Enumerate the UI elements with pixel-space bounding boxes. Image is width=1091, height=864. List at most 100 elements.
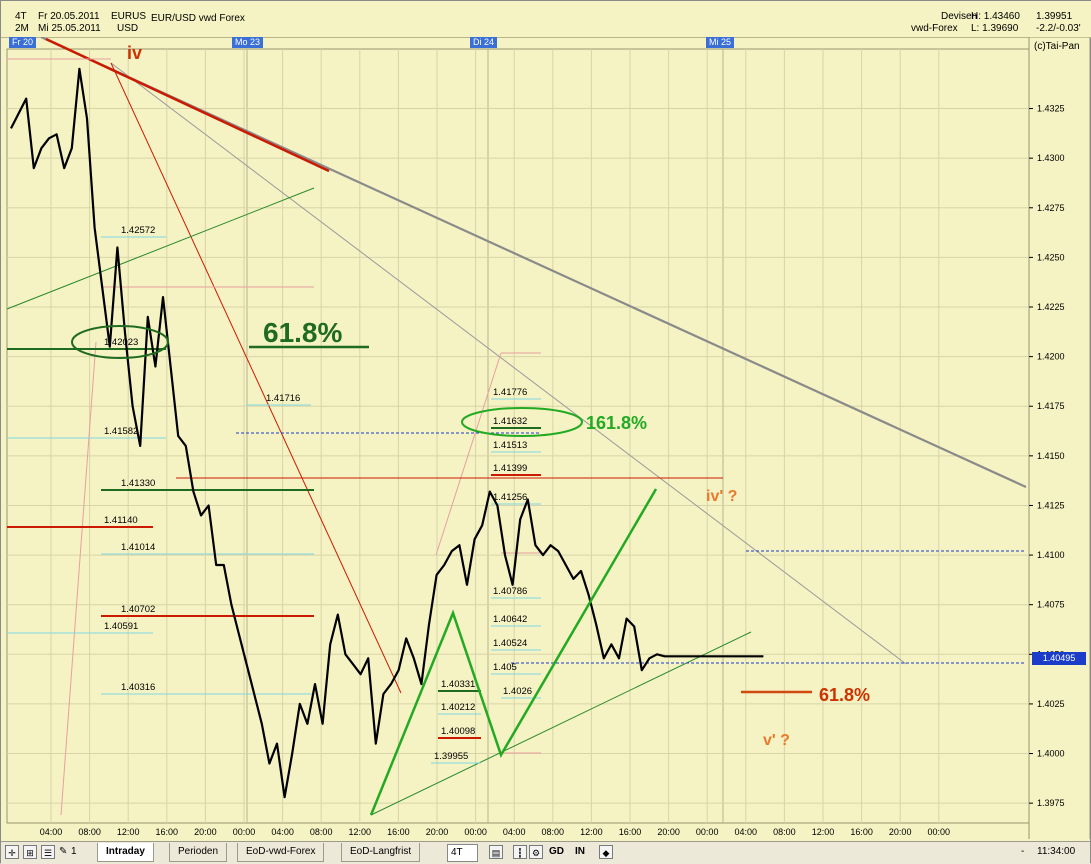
fib-level-label: 1.4026 <box>503 686 532 697</box>
x-tick-label: 16:00 <box>850 827 873 837</box>
y-tick-label: 1.4250 <box>1037 252 1065 262</box>
fib-ellipse-left <box>71 325 169 359</box>
y-tick-label: 1.4100 <box>1037 550 1065 560</box>
date-from: Fr 20.05.2011 <box>38 11 100 22</box>
bottom-toolbar: ✛ ⊞ ☰ ✎ 1 Intraday Perioden EoD-vwd-Fore… <box>1 841 1090 864</box>
annotation-label: 61.8% <box>263 317 342 348</box>
x-tick-label: 20:00 <box>657 827 680 837</box>
high-value: H: 1.43460 <box>971 11 1020 22</box>
list-icon[interactable]: ☰ <box>41 845 55 859</box>
x-tick-label: 04:00 <box>271 827 294 837</box>
fib-level-label: 1.40316 <box>121 682 155 693</box>
fib-level-label: 1.41632 <box>493 416 527 427</box>
source-line1: Devisen <box>941 11 978 22</box>
annotation-label: v' ? <box>763 732 790 749</box>
y-tick-label: 1.3975 <box>1037 798 1065 808</box>
one-button[interactable]: 1 <box>71 846 77 857</box>
x-tick-label: 00:00 <box>696 827 719 837</box>
in-button[interactable]: IN <box>575 846 585 857</box>
annotation-label: 161.8% <box>586 413 647 433</box>
tab-perioden[interactable]: Perioden <box>169 843 228 862</box>
y-tick-label: 1.4000 <box>1037 749 1065 759</box>
fib-level-label: 1.405 <box>493 662 517 673</box>
fib-level-label: 1.41014 <box>121 542 155 553</box>
candle-icon[interactable]: ┇ <box>513 845 527 859</box>
y-tick-label: 1.4125 <box>1037 500 1065 510</box>
pen-icon[interactable]: ✎ <box>59 846 68 857</box>
time-dash: - <box>1021 846 1025 857</box>
x-tick-label: 08:00 <box>78 827 101 837</box>
tab-intraday[interactable]: Intraday <box>97 843 154 862</box>
symbol-line1: EURUS <box>111 11 147 22</box>
y-axis-panel <box>1028 37 1090 839</box>
y-tick-label: 1.4025 <box>1037 699 1065 709</box>
minor-trendline <box>110 62 907 665</box>
x-tick-label: 08:00 <box>542 827 565 837</box>
x-tick-label: 20:00 <box>194 827 217 837</box>
x-tick-label: 12:00 <box>117 827 140 837</box>
crosshair-icon[interactable]: ✛ <box>5 845 19 859</box>
pink-fib-line-2 <box>435 352 502 556</box>
red-trendline <box>45 37 330 173</box>
symbol-line2: USD <box>117 23 139 34</box>
fib-level-label: 1.40331 <box>441 679 475 690</box>
tab-eod-langfrist[interactable]: EoD-Langfrist <box>341 843 421 862</box>
chart-type-icon[interactable]: ▤ <box>489 845 503 859</box>
fib-level-label: 1.42023 <box>104 337 138 348</box>
annotation-label: iv <box>127 43 142 63</box>
x-tick-label: 04:00 <box>503 827 526 837</box>
x-tick-label: 20:00 <box>889 827 912 837</box>
x-tick-label: 08:00 <box>773 827 796 837</box>
fib-level-label: 1.41399 <box>493 463 527 474</box>
x-tick-label: 00:00 <box>464 827 487 837</box>
last-value: 1.39951 <box>1036 11 1073 22</box>
y-tick-label: 1.4275 <box>1037 203 1065 213</box>
x-tick-label: 04:00 <box>40 827 63 837</box>
grid-icon[interactable]: ⊞ <box>23 845 37 859</box>
x-tick-label: 12:00 <box>812 827 835 837</box>
y-tick-label: 1.4300 <box>1037 153 1065 163</box>
fib-level-label: 1.39955 <box>434 751 468 762</box>
y-tick-label: 1.4325 <box>1037 104 1065 114</box>
color-icon[interactable]: ◆ <box>599 845 613 859</box>
change-value: -2.2/-0.03' <box>1036 23 1081 34</box>
x-tick-label: 12:00 <box>349 827 372 837</box>
source-line2: vwd-Forex <box>911 23 958 34</box>
fib-level-label: 1.41513 <box>493 440 527 451</box>
low-value: L: 1.39690 <box>971 23 1019 34</box>
copyright-label: (c)Tai-Pan <box>1034 41 1080 52</box>
fib-level-label: 1.40786 <box>493 586 527 597</box>
cursor-price-badge: 1.40495 <box>1032 652 1086 665</box>
x-tick-label: 08:00 <box>310 827 333 837</box>
fib-level-label: 1.40591 <box>104 621 138 632</box>
green-channel-upper <box>6 187 315 310</box>
fib-level-label: 1.40702 <box>121 604 155 615</box>
settings-icon[interactable]: ⚙ <box>529 845 543 859</box>
y-tick-label: 1.4225 <box>1037 302 1065 312</box>
x-tick-label: 12:00 <box>580 827 603 837</box>
fib-level-label: 1.40524 <box>493 638 527 649</box>
pink-fib-line <box>60 341 97 816</box>
period-select[interactable]: 4T <box>447 844 478 862</box>
chart-header: 4T 2M Fr 20.05.2011 Mi 25.05.2011 EURUS … <box>1 1 1091 38</box>
x-tick-label: 00:00 <box>928 827 951 837</box>
date-to: Mi 25.05.2011 <box>38 23 101 34</box>
red-wave-line <box>110 62 402 694</box>
fib-level-label: 1.42572 <box>121 225 155 236</box>
tab-eod-vwd-forex[interactable]: EoD-vwd-Forex <box>237 843 325 862</box>
x-tick-label: 16:00 <box>387 827 410 837</box>
x-tick-label: 04:00 <box>735 827 758 837</box>
gd-button[interactable]: GD <box>549 846 564 857</box>
y-tick-label: 1.4200 <box>1037 352 1065 362</box>
y-tick-label: 1.4075 <box>1037 600 1065 610</box>
fib-level-label: 1.41582 <box>104 426 138 437</box>
price-chart[interactable]: 04:00 08:00 12:00 16:00 20:00 00:00 04:00 08:00… <box>1 37 1090 839</box>
fib-level-label: 1.41330 <box>121 478 155 489</box>
instrument-name: EUR/USD vwd Forex <box>151 13 245 24</box>
x-tick-label: 20:00 <box>426 827 449 837</box>
day-label-mo23: Mo 23 <box>232 37 264 48</box>
fib-level-label: 1.41140 <box>104 515 138 526</box>
range-label: 2M <box>15 23 29 34</box>
fib-level-label: 1.41776 <box>493 387 527 398</box>
green-wave-zigzag <box>369 488 658 816</box>
